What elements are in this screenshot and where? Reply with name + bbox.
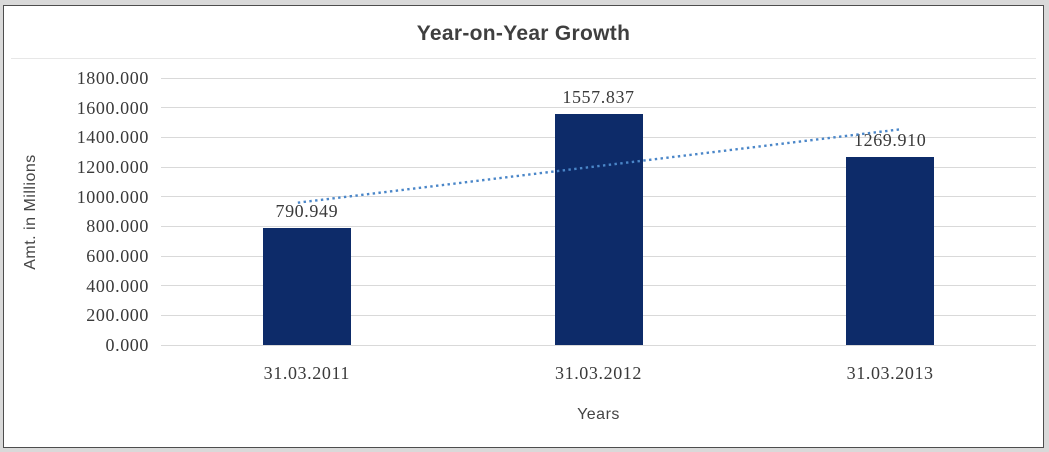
y-tick-label: 400.000 — [86, 275, 149, 296]
bar — [262, 227, 351, 345]
y-axis-tick-labels: 0.000 200.000 400.000 600.000 800.000 1000.00… — [4, 6, 149, 447]
x-tick-label: 31.03.2012 — [555, 363, 642, 383]
plot-area: 790.949 1557.837 1269.910 — [161, 77, 1036, 346]
y-tick-label: 1000.000 — [76, 186, 149, 207]
y-tick-label: 600.000 — [86, 246, 149, 266]
y-tick-label: 1600.000 — [76, 97, 149, 118]
title-separator — [11, 58, 1036, 59]
bar-value-label: 1557.837 — [562, 86, 635, 107]
y-tick-label: 1800.000 — [76, 68, 149, 88]
y-tick-label: 800.000 — [86, 216, 149, 237]
x-axis-title: Years — [577, 406, 620, 423]
x-axis-tick-labels: 31.03.2011 31.03.2012 31.03.2013 — [4, 6, 1043, 447]
chart-frame: Year-on-Year Growth Amt. in Millions 0.0… — [3, 5, 1044, 448]
gridline — [161, 344, 1036, 346]
x-tick-label: 31.03.2011 — [263, 363, 350, 383]
bar-value-label: 790.949 — [275, 200, 339, 221]
gridline — [161, 107, 1036, 109]
x-tick-label: 31.03.2013 — [846, 363, 934, 383]
chart-title: Year-on-Year Growth — [416, 22, 631, 45]
y-tick-label: 0.000 — [105, 335, 149, 355]
y-tick-label: 1200.000 — [76, 157, 149, 177]
y-tick-label: 200.000 — [86, 305, 149, 326]
y-tick-label: 1400.000 — [76, 127, 149, 148]
gridline — [161, 77, 1036, 79]
